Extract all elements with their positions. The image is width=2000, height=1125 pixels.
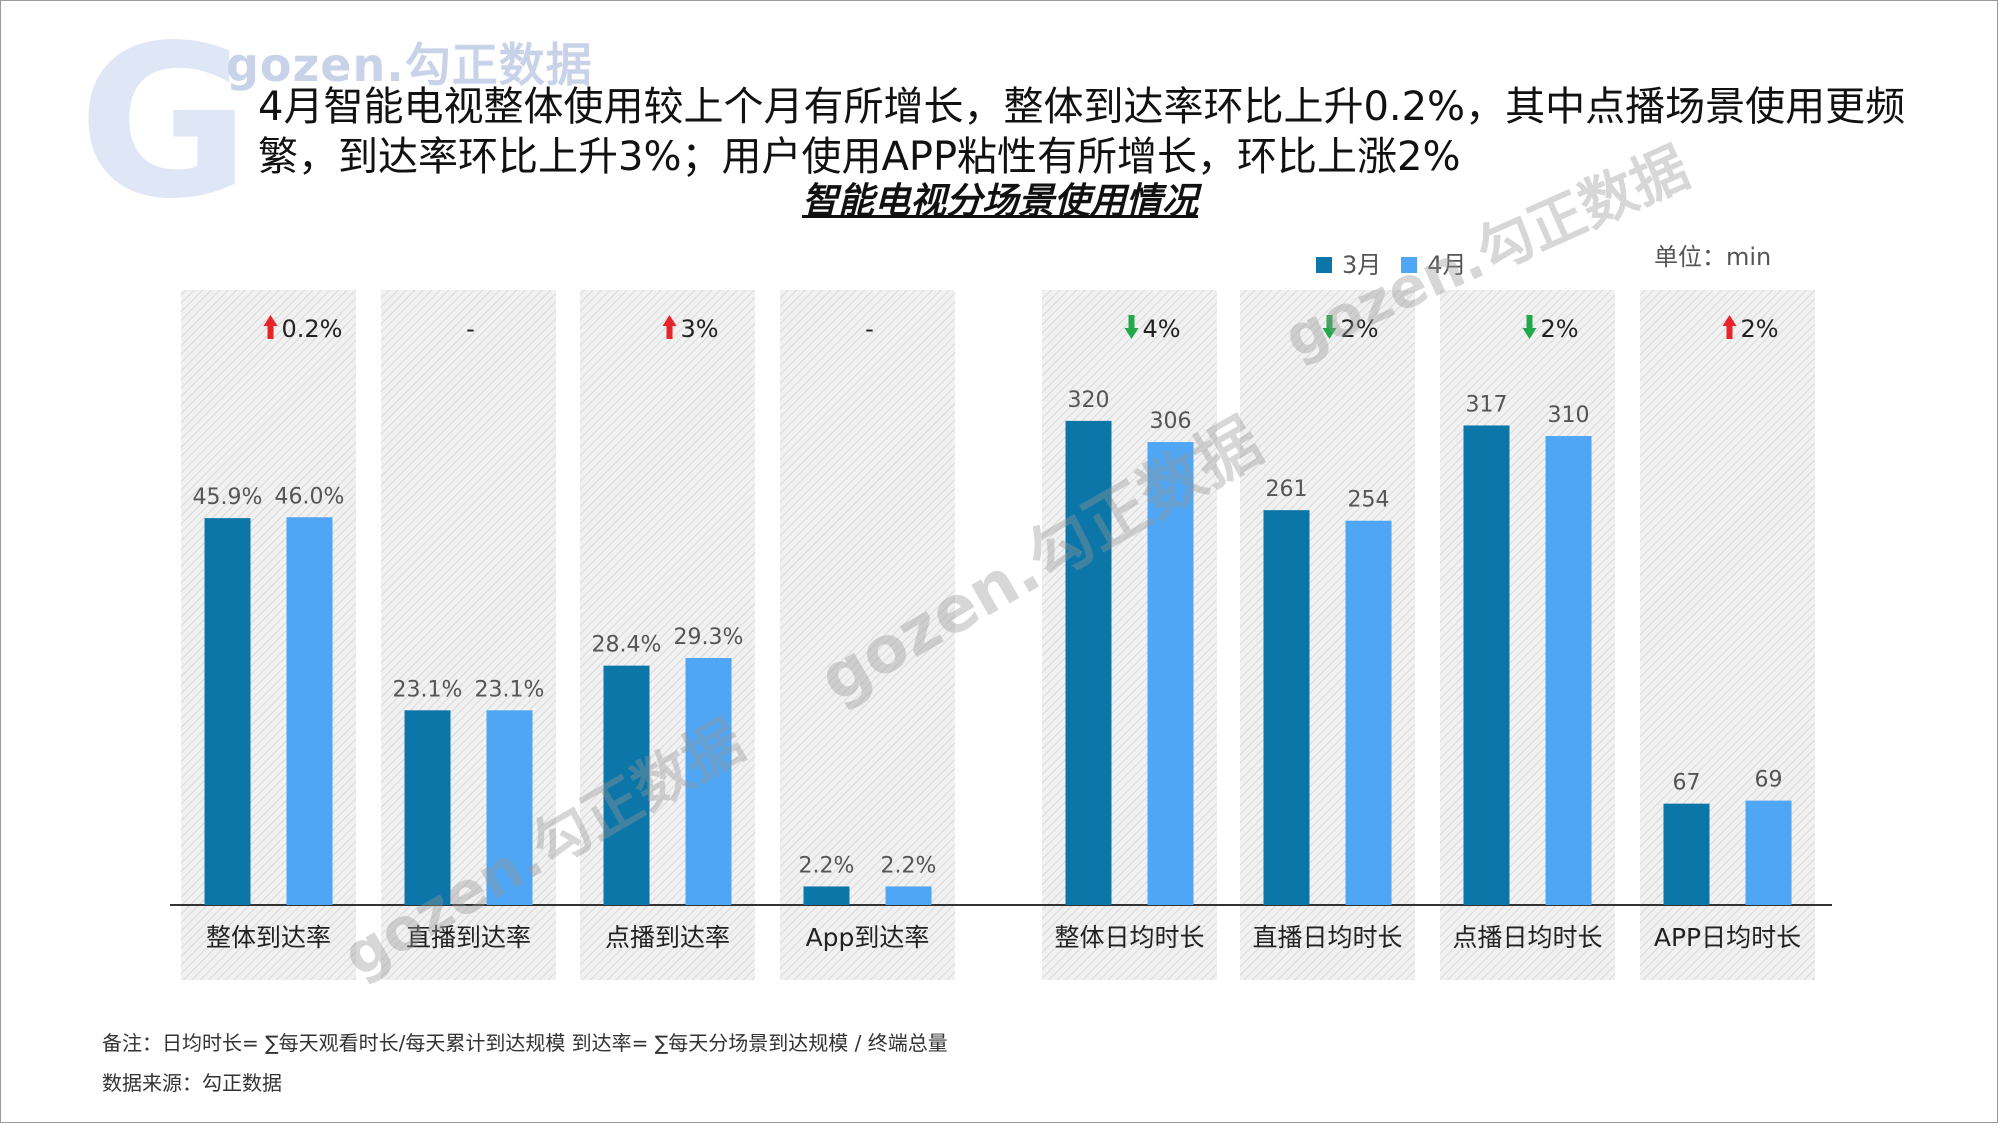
data-label: 23.1% [475,677,545,702]
unit-label: 单位：min [1654,243,1772,271]
legend-label-march: 3月 [1342,251,1382,279]
chart-legend: 3月 4月 [1316,250,1467,280]
change-label: 3% [681,315,719,343]
chart-title: 智能电视分场景使用情况 [801,181,1198,222]
bar-april [1345,520,1392,905]
category-label: 直播到达率 [406,923,531,952]
bar-april [1147,442,1194,905]
bar-april [685,658,732,905]
data-label: 2.2% [881,853,937,878]
bar-march [803,886,850,905]
legend-swatch-march [1316,257,1332,273]
data-label: 67 [1673,771,1701,796]
bar-april [1545,436,1592,905]
brand-logo-letter: G [78,0,250,245]
headline: 4月智能电视整体使用较上个月有所增长，整体到达率环比上升0.2%，其中点播场景使… [258,84,1906,180]
category-label: 点播到达率 [605,923,730,952]
data-label: 29.3% [674,625,744,650]
down-arrow-icon [1322,315,1337,339]
bar-march [404,710,451,905]
data-source: 数据来源：勾正数据 [102,1071,282,1095]
data-label: 46.0% [275,484,345,509]
legend-label-april: 4月 [1427,251,1467,279]
down-arrow-icon [1124,315,1139,339]
category-label: 整体到达率 [206,923,331,952]
data-label: 69 [1755,768,1783,793]
change-label: - [865,315,874,343]
down-arrow-icon [1522,315,1537,339]
data-label: 306 [1150,409,1192,434]
data-label: 2.2% [799,853,855,878]
bar-march [1663,803,1710,905]
data-label: 261 [1266,477,1308,502]
change-label: 2% [1541,315,1579,343]
bar-march [204,518,251,905]
data-label: 23.1% [393,677,463,702]
change-label: 4% [1143,315,1181,343]
legend-swatch-april [1401,257,1418,273]
bar-march [1065,420,1112,905]
data-label: 320 [1068,388,1110,413]
up-arrow-icon [1722,315,1737,339]
category-label: 整体日均时长 [1054,923,1204,952]
change-label: - [466,315,475,343]
legend-item-march: 3月 [1316,250,1381,280]
bar-march [603,665,650,905]
category-label: App到达率 [806,923,930,952]
data-label: 254 [1348,488,1390,513]
data-label: 310 [1548,403,1590,428]
bar-april [885,886,932,905]
category-label: 直播日均时长 [1252,923,1402,952]
legend-item-april: 4月 [1401,250,1467,280]
change-label: 0.2% [282,315,343,343]
category-label: APP日均时长 [1654,923,1801,952]
change-label: 2% [1341,315,1379,343]
bar-april [1745,800,1792,905]
category-panel [780,290,955,980]
change-label: 2% [1741,315,1779,343]
data-label: 45.9% [193,485,263,510]
up-arrow-icon [263,315,278,339]
bar-march [1263,510,1310,905]
data-label: 317 [1466,392,1508,417]
data-label: 28.4% [592,633,662,658]
footnote: 备注：日均时长= ∑每天观看时长/每天累计到达规模 到达率= ∑每天分场景到达规… [102,1031,948,1055]
brand-logo-text: gozen.勾正数据 [226,38,593,92]
bar-april [486,710,533,905]
bar-march [1463,425,1510,905]
up-arrow-icon [662,315,677,339]
bar-april [286,517,333,905]
category-label: 点播日均时长 [1452,923,1602,952]
